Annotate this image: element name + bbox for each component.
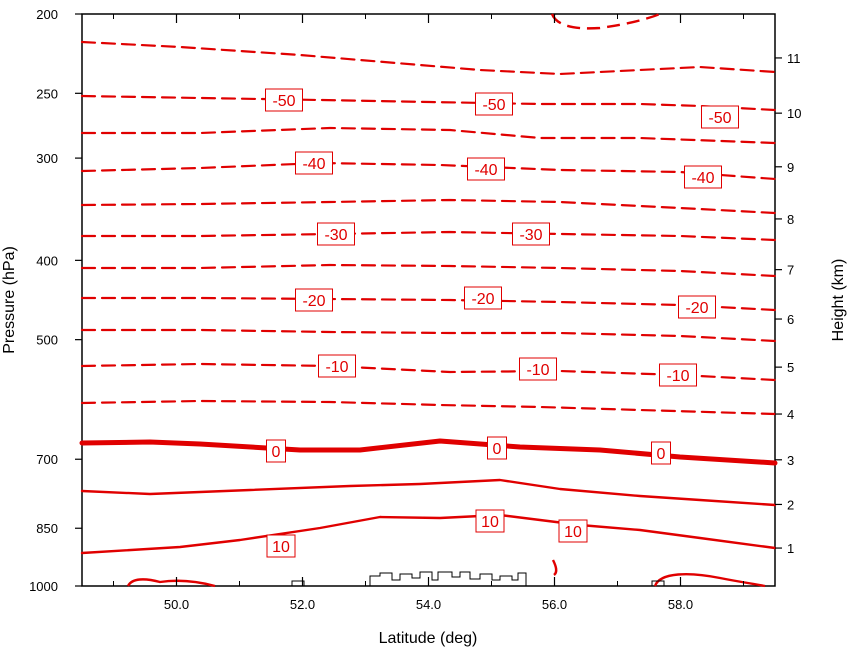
contour-label: -20 xyxy=(302,293,325,310)
contour-label: -50 xyxy=(482,97,505,114)
contour-label-box xyxy=(678,295,716,319)
contour-label-box xyxy=(519,357,557,381)
pressure-tick-label: 500 xyxy=(36,333,58,348)
height-tick-label: 5 xyxy=(787,360,794,375)
contour-label-box xyxy=(475,92,513,116)
height-tick-label: 2 xyxy=(787,497,794,512)
height-tick-label: 4 xyxy=(787,407,794,422)
height-tick-label: 3 xyxy=(787,453,794,468)
right-axis-title: Height (km) xyxy=(830,259,847,342)
pressure-tick-label: 850 xyxy=(36,521,58,536)
height-axis-ticks: 1 2 3 4 5 6 7 8 9 10 11 xyxy=(775,51,801,556)
contour-label: -40 xyxy=(302,156,325,173)
contour-label-box xyxy=(558,519,588,543)
contour-label: -40 xyxy=(474,162,497,179)
contour-line xyxy=(80,94,777,112)
height-tick-label: 11 xyxy=(787,51,801,66)
height-tick-label: 6 xyxy=(787,312,794,327)
contour-label-box xyxy=(659,363,697,387)
contour-label-box xyxy=(651,441,671,465)
height-tick-label: 10 xyxy=(787,106,801,121)
contour-label: -20 xyxy=(471,291,494,308)
height-tick-label: 9 xyxy=(787,160,794,175)
pressure-axis-ticks: 200 250 300 400 500 700 850 1000 xyxy=(29,7,82,594)
contour-label-box xyxy=(512,222,550,246)
contour-label: -30 xyxy=(324,227,347,244)
contour-label-box xyxy=(464,286,502,310)
contour-label-box xyxy=(684,165,722,189)
contour-label-box xyxy=(295,151,333,175)
x-tick-label: 54.0 xyxy=(416,597,441,612)
contour-label: -30 xyxy=(519,227,542,244)
x-tick-label: 50.0 xyxy=(164,597,189,612)
pressure-tick-label: 700 xyxy=(36,452,58,467)
contour-label-box xyxy=(265,88,303,112)
contour-label-box xyxy=(487,436,507,460)
contour-line xyxy=(80,296,777,312)
x-tick-label: 58.0 xyxy=(668,597,693,612)
contour-label: -50 xyxy=(708,110,731,127)
left-axis-title: Pressure (hPa) xyxy=(1,246,18,354)
pressure-tick-label: 250 xyxy=(36,86,58,101)
contour-line xyxy=(80,161,777,181)
contour-line xyxy=(80,40,777,76)
contour-label-box xyxy=(266,534,296,558)
contour-label-box xyxy=(317,222,355,246)
contour-label-box xyxy=(701,105,739,129)
contour-label: -10 xyxy=(666,368,689,385)
terrain-step-line xyxy=(291,571,665,586)
contour-fragment xyxy=(550,12,661,30)
contour-lines xyxy=(79,12,778,588)
contour-line xyxy=(80,198,777,215)
x-tick-label: 56.0 xyxy=(542,597,567,612)
contour-label: 0 xyxy=(657,446,666,463)
contour-label: 10 xyxy=(481,514,499,531)
pressure-tick-label: 300 xyxy=(36,151,58,166)
contour-label: -10 xyxy=(325,359,348,376)
contour-label-box xyxy=(318,354,356,378)
contour-label-box xyxy=(467,157,505,181)
height-tick-label: 7 xyxy=(787,263,794,278)
contour-line xyxy=(80,328,777,343)
contour-label: 0 xyxy=(272,444,281,461)
contour-label: -40 xyxy=(691,170,714,187)
contour-line xyxy=(80,230,777,242)
contour-label-box xyxy=(266,439,286,463)
x-axis-ticks: 50.0 52.0 54.0 56.0 58.0 xyxy=(113,14,744,612)
contour-label: -20 xyxy=(685,300,708,317)
contour-label: 0 xyxy=(493,441,502,458)
contour-line xyxy=(80,513,777,555)
height-tick-label: 8 xyxy=(787,212,794,227)
height-tick-label: 1 xyxy=(787,541,794,556)
contour-label: -50 xyxy=(272,93,295,110)
contour-line xyxy=(80,126,777,145)
x-tick-label: 52.0 xyxy=(290,597,315,612)
pressure-tick-label: 1000 xyxy=(29,579,58,594)
contour-line xyxy=(80,362,777,382)
contour-line xyxy=(80,399,777,416)
contour-label: 10 xyxy=(564,524,582,541)
pressure-tick-label: 400 xyxy=(36,253,58,268)
contour-fragment xyxy=(653,573,766,588)
contour-label-box xyxy=(295,288,333,312)
contour-line xyxy=(80,263,777,278)
contour-line xyxy=(79,438,778,466)
x-axis-title: Latitude (deg) xyxy=(379,630,478,647)
contour-label: 10 xyxy=(272,539,290,556)
contour-fragment xyxy=(126,578,216,588)
contour-line xyxy=(80,478,777,507)
contour-fragment xyxy=(551,559,558,576)
pressure-tick-label: 200 xyxy=(36,7,58,22)
contour-labels: -50 -50 -50 -40 -40 -40 -30 -30 -20 -20 -20 -10 -10 -… xyxy=(265,88,739,558)
terrain-outline xyxy=(291,571,665,586)
contour-label: -10 xyxy=(526,362,549,379)
contour-label-box xyxy=(475,509,505,533)
